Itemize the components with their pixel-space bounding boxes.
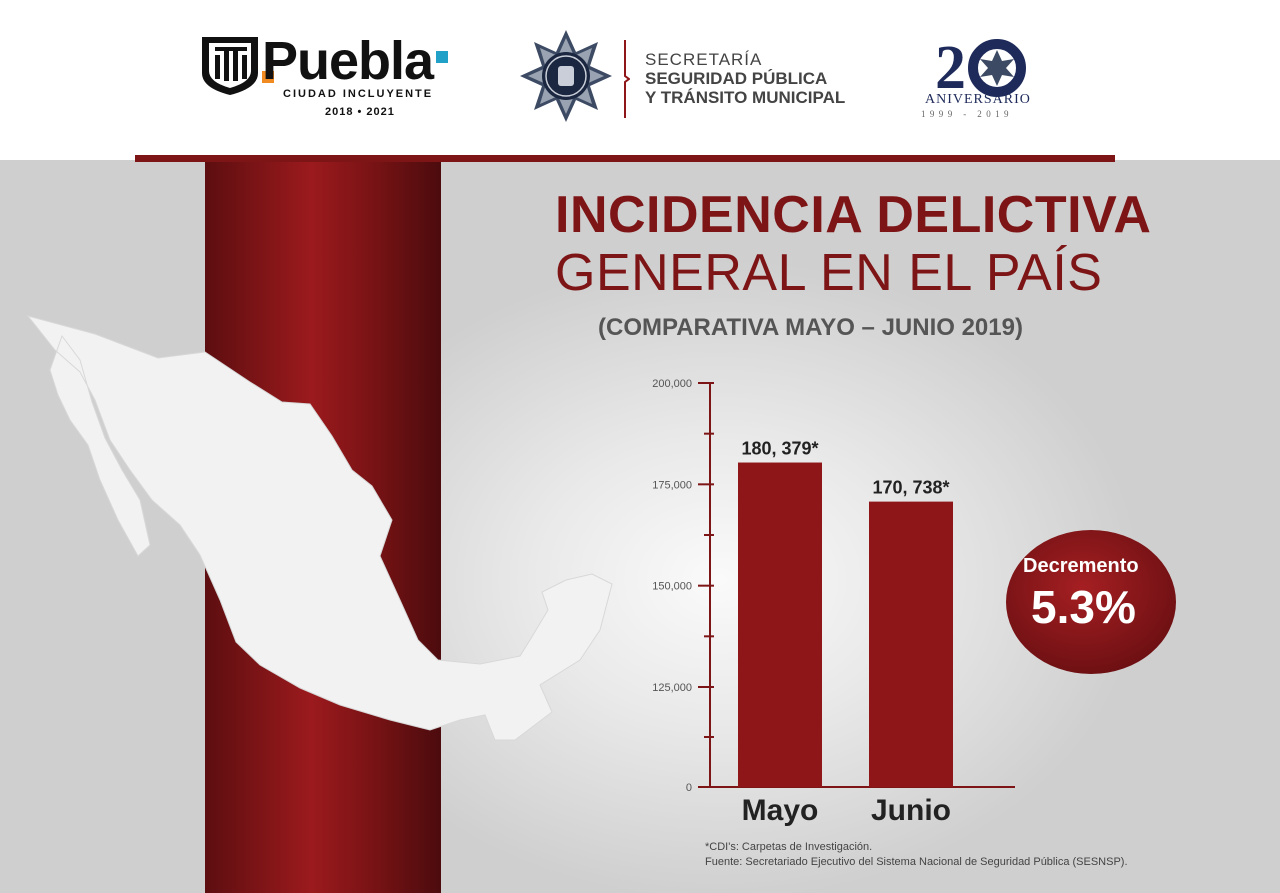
- secretaria-line2: SEGURIDAD PÚBLICA: [645, 69, 828, 88]
- puebla-years: 2018 • 2021: [325, 106, 395, 118]
- category-label: Mayo: [742, 794, 819, 827]
- top-divider: [135, 155, 1115, 162]
- chart-subtitle: (COMPARATIVA MAYO – JUNIO 2019): [598, 314, 1023, 341]
- chart-title: INCIDENCIA DELICTIVA: [555, 186, 1152, 244]
- anniversary-years: 1999 - 2019: [921, 109, 1013, 119]
- decrement-value: 5.3%: [1031, 581, 1136, 633]
- bar-junio: [869, 501, 953, 787]
- puebla-wordmark: Puebla: [262, 31, 434, 91]
- puebla-tagline: CIUDAD INCLUYENTE: [283, 88, 434, 100]
- decrement-label: Decremento: [1023, 555, 1139, 577]
- svg-text:2: 2: [935, 34, 966, 102]
- bar-value-label: 170, 738*: [872, 478, 949, 498]
- chart-title-line2: GENERAL EN EL PAÍS: [555, 244, 1103, 302]
- separator-bracket-icon: [624, 40, 630, 118]
- puebla-logo-icon: [202, 37, 448, 95]
- bar-mayo: [738, 462, 822, 787]
- footnote-source: Fuente: Secretariado Ejecutivo del Siste…: [705, 856, 1128, 868]
- y-tick-label: 125,000: [652, 682, 692, 694]
- anniversary-20-icon: 2: [935, 34, 1026, 102]
- bar-value-label: 180, 379*: [741, 439, 818, 459]
- y-tick-label: 175,000: [652, 479, 692, 491]
- y-tick-label: 0: [686, 782, 692, 794]
- police-star-badge-icon: [520, 30, 612, 122]
- y-tick-label: 200,000: [652, 378, 692, 390]
- secretaria-line3: Y TRÁNSITO MUNICIPAL: [645, 88, 846, 107]
- anniversary-label: ANIVERSARIO: [925, 92, 1031, 107]
- y-tick-label: 150,000: [652, 581, 692, 593]
- category-label: Junio: [871, 794, 951, 827]
- footnote-cdi: *CDI's: Carpetas de Investigación.: [705, 841, 873, 853]
- secretaria-line1: SECRETARÍA: [645, 50, 763, 69]
- decrement-circle: [1006, 530, 1176, 674]
- header: Puebla CIUDAD INCLUYENTE 2018 • 2021 SEC…: [0, 0, 1280, 160]
